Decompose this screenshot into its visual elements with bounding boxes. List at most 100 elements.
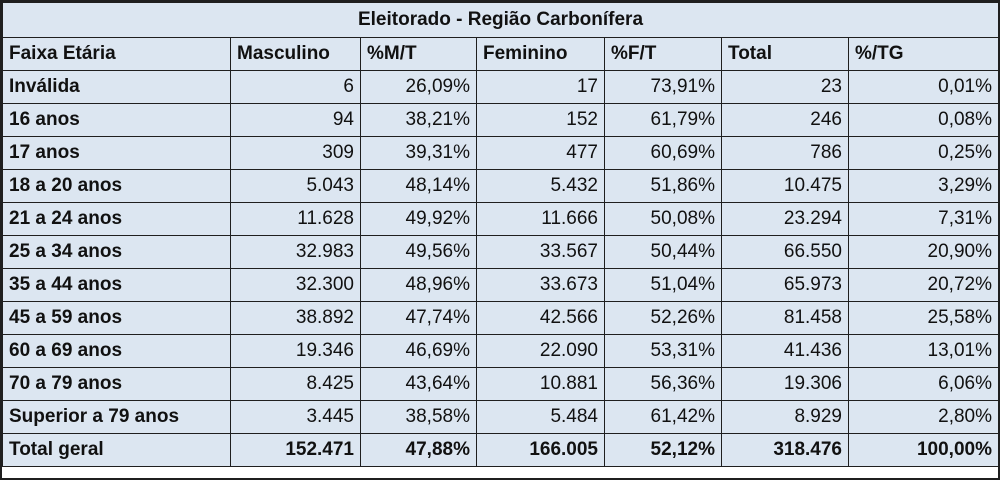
- total-row: Total geral 152.471 47,88% 166.005 52,12…: [2, 433, 999, 467]
- cell-pct-m-t[interactable]: 43,64%: [360, 367, 477, 401]
- cell-faixa-etaria[interactable]: Inválida: [2, 70, 231, 104]
- cell-pct-f-t[interactable]: 53,31%: [604, 334, 722, 368]
- cell-pct-tg[interactable]: 0,08%: [848, 103, 999, 137]
- cell-pct-m-t[interactable]: 46,69%: [360, 334, 477, 368]
- cell-feminino[interactable]: 10.881: [476, 367, 605, 401]
- cell-pct-tg[interactable]: 20,72%: [848, 268, 999, 302]
- table-row: 18 a 20 anos 5.043 48,14% 5.432 51,86% 10.475…: [2, 169, 999, 203]
- cell-pct-f-t[interactable]: 61,79%: [604, 103, 722, 137]
- cell-pct-m-t[interactable]: 38,58%: [360, 400, 477, 434]
- cell-faixa-etaria[interactable]: 60 a 69 anos: [2, 334, 231, 368]
- cell-feminino[interactable]: 22.090: [476, 334, 605, 368]
- cell-total[interactable]: 10.475: [721, 169, 849, 203]
- cell-pct-f-t[interactable]: 52,26%: [604, 301, 722, 335]
- cell-faixa-etaria[interactable]: 45 a 59 anos: [2, 301, 231, 335]
- cell-faixa-etaria[interactable]: 25 a 34 anos: [2, 235, 231, 269]
- cell-masculino[interactable]: 19.346: [230, 334, 361, 368]
- cell-masculino[interactable]: 32.300: [230, 268, 361, 302]
- cell-masculino[interactable]: 32.983: [230, 235, 361, 269]
- table-title[interactable]: Eleitorado - Região Carbonífera: [2, 2, 999, 38]
- cell-faixa-etaria[interactable]: 35 a 44 anos: [2, 268, 231, 302]
- cell-pct-f-t[interactable]: 56,36%: [604, 367, 722, 401]
- cell-pct-m-t[interactable]: 48,14%: [360, 169, 477, 203]
- cell-pct-f-t[interactable]: 50,08%: [604, 202, 722, 236]
- cell-pct-tg[interactable]: 20,90%: [848, 235, 999, 269]
- header-cell-pct-tg[interactable]: %/TG: [848, 37, 999, 71]
- table-row: 25 a 34 anos 32.983 49,56% 33.567 50,44% 66.5…: [2, 235, 999, 269]
- cell-pct-m-t[interactable]: 49,56%: [360, 235, 477, 269]
- total-cell-feminino[interactable]: 166.005: [476, 433, 605, 467]
- cell-pct-tg[interactable]: 0,25%: [848, 136, 999, 170]
- cell-total[interactable]: 41.436: [721, 334, 849, 368]
- cell-feminino[interactable]: 33.673: [476, 268, 605, 302]
- total-cell-total[interactable]: 318.476: [721, 433, 849, 467]
- header-cell-pct-f-t[interactable]: %F/T: [604, 37, 722, 71]
- cell-total[interactable]: 23.294: [721, 202, 849, 236]
- cell-pct-m-t[interactable]: 38,21%: [360, 103, 477, 137]
- total-cell-label[interactable]: Total geral: [2, 433, 231, 467]
- cell-feminino[interactable]: 11.666: [476, 202, 605, 236]
- cell-pct-tg[interactable]: 13,01%: [848, 334, 999, 368]
- cell-faixa-etaria[interactable]: 21 a 24 anos: [2, 202, 231, 236]
- voter-table: Eleitorado - Região Carbonífera Faixa Et…: [2, 2, 999, 467]
- cell-masculino[interactable]: 94: [230, 103, 361, 137]
- cell-faixa-etaria[interactable]: 16 anos: [2, 103, 231, 137]
- table-row: Inválida 6 26,09% 17 73,91% 23 0,01%: [2, 70, 999, 104]
- cell-pct-tg[interactable]: 0,01%: [848, 70, 999, 104]
- cell-feminino[interactable]: 5.484: [476, 400, 605, 434]
- cell-pct-f-t[interactable]: 51,86%: [604, 169, 722, 203]
- total-cell-pct-tg[interactable]: 100,00%: [848, 433, 999, 467]
- cell-faixa-etaria[interactable]: 70 a 79 anos: [2, 367, 231, 401]
- cell-total[interactable]: 81.458: [721, 301, 849, 335]
- title-row: Eleitorado - Região Carbonífera: [2, 2, 999, 38]
- cell-faixa-etaria[interactable]: Superior a 79 anos: [2, 400, 231, 434]
- cell-masculino[interactable]: 3.445: [230, 400, 361, 434]
- cell-masculino[interactable]: 11.628: [230, 202, 361, 236]
- cell-total[interactable]: 246: [721, 103, 849, 137]
- cell-total[interactable]: 19.306: [721, 367, 849, 401]
- cell-masculino[interactable]: 6: [230, 70, 361, 104]
- cell-pct-f-t[interactable]: 61,42%: [604, 400, 722, 434]
- cell-pct-tg[interactable]: 7,31%: [848, 202, 999, 236]
- cell-pct-m-t[interactable]: 47,74%: [360, 301, 477, 335]
- cell-pct-f-t[interactable]: 50,44%: [604, 235, 722, 269]
- cell-total[interactable]: 786: [721, 136, 849, 170]
- header-cell-feminino[interactable]: Feminino: [476, 37, 605, 71]
- cell-pct-f-t[interactable]: 60,69%: [604, 136, 722, 170]
- cell-feminino[interactable]: 17: [476, 70, 605, 104]
- cell-feminino[interactable]: 477: [476, 136, 605, 170]
- header-cell-pct-m-t[interactable]: %M/T: [360, 37, 477, 71]
- table-row: 16 anos 94 38,21% 152 61,79% 246 0,08%: [2, 103, 999, 137]
- cell-total[interactable]: 66.550: [721, 235, 849, 269]
- table-row: 70 a 79 anos 8.425 43,64% 10.881 56,36% 19.30…: [2, 367, 999, 401]
- cell-pct-m-t[interactable]: 39,31%: [360, 136, 477, 170]
- header-cell-faixa-etaria[interactable]: Faixa Etária: [2, 37, 231, 71]
- total-cell-pct-m-t[interactable]: 47,88%: [360, 433, 477, 467]
- cell-pct-m-t[interactable]: 48,96%: [360, 268, 477, 302]
- cell-masculino[interactable]: 8.425: [230, 367, 361, 401]
- cell-masculino[interactable]: 5.043: [230, 169, 361, 203]
- cell-total[interactable]: 65.973: [721, 268, 849, 302]
- cell-total[interactable]: 8.929: [721, 400, 849, 434]
- total-cell-pct-f-t[interactable]: 52,12%: [604, 433, 722, 467]
- cell-pct-tg[interactable]: 3,29%: [848, 169, 999, 203]
- cell-pct-tg[interactable]: 2,80%: [848, 400, 999, 434]
- cell-pct-f-t[interactable]: 51,04%: [604, 268, 722, 302]
- cell-pct-m-t[interactable]: 49,92%: [360, 202, 477, 236]
- total-cell-masculino[interactable]: 152.471: [230, 433, 361, 467]
- cell-feminino[interactable]: 42.566: [476, 301, 605, 335]
- cell-total[interactable]: 23: [721, 70, 849, 104]
- cell-feminino[interactable]: 33.567: [476, 235, 605, 269]
- cell-masculino[interactable]: 38.892: [230, 301, 361, 335]
- header-cell-masculino[interactable]: Masculino: [230, 37, 361, 71]
- header-cell-total[interactable]: Total: [721, 37, 849, 71]
- cell-feminino[interactable]: 152: [476, 103, 605, 137]
- cell-feminino[interactable]: 5.432: [476, 169, 605, 203]
- cell-pct-tg[interactable]: 6,06%: [848, 367, 999, 401]
- cell-faixa-etaria[interactable]: 18 a 20 anos: [2, 169, 231, 203]
- cell-faixa-etaria[interactable]: 17 anos: [2, 136, 231, 170]
- cell-masculino[interactable]: 309: [230, 136, 361, 170]
- cell-pct-tg[interactable]: 25,58%: [848, 301, 999, 335]
- cell-pct-f-t[interactable]: 73,91%: [604, 70, 722, 104]
- cell-pct-m-t[interactable]: 26,09%: [360, 70, 477, 104]
